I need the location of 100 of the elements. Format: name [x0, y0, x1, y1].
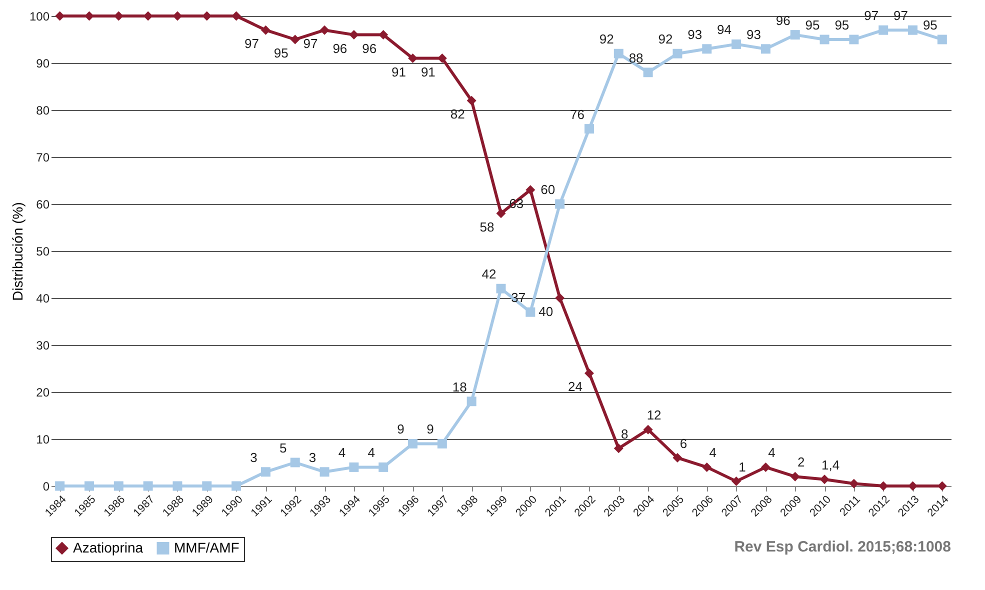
point: [378, 462, 388, 472]
point: [349, 462, 359, 472]
data-label: 96: [332, 40, 348, 56]
point: [760, 44, 770, 54]
point: [555, 293, 565, 303]
data-label: 97: [303, 36, 318, 52]
data-label: 1: [738, 459, 746, 474]
data-label: 76: [570, 106, 584, 122]
point: [702, 44, 712, 54]
data-label: 9: [426, 422, 434, 437]
data-label: 4: [768, 445, 776, 460]
data-label: 4: [368, 445, 375, 460]
legend-label: Azatioprina: [73, 539, 144, 556]
point: [672, 453, 682, 463]
y-tick-label: 30: [36, 338, 50, 352]
y-tick-label: 100: [29, 10, 50, 24]
data-label: 95: [805, 18, 820, 32]
data-label: 1,4: [821, 457, 840, 472]
data-label: 6: [680, 436, 688, 451]
data-label: 93: [688, 26, 702, 42]
data-label: 92: [599, 32, 614, 47]
data-label: 2: [798, 454, 805, 470]
point: [290, 458, 300, 468]
point: [908, 25, 918, 35]
point: [790, 472, 800, 482]
data-label: 91: [420, 64, 436, 80]
point: [496, 208, 506, 218]
data-label: 4: [338, 445, 346, 460]
data-label: 96: [362, 40, 377, 56]
point: [260, 467, 270, 477]
point: [820, 34, 830, 44]
data-label: 5: [280, 440, 287, 456]
y-axis-title: Distribución (%): [9, 202, 26, 301]
point: [349, 30, 359, 40]
y-tick-label: 70: [36, 150, 50, 164]
point: [820, 474, 830, 484]
point: [732, 476, 742, 486]
point: [232, 481, 242, 491]
point: [790, 30, 800, 40]
point: [732, 39, 742, 49]
point: [643, 68, 653, 78]
data-label: 18: [452, 379, 467, 394]
data-label: 91: [392, 64, 406, 80]
y-tick-label: 80: [36, 104, 50, 118]
y-tick-label: 10: [36, 432, 50, 446]
data-label: 92: [658, 32, 673, 47]
point: [114, 481, 124, 491]
data-label: 60: [540, 182, 556, 197]
y-tick-label: 50: [36, 244, 50, 258]
data-label: 3: [308, 450, 316, 465]
point: [614, 48, 624, 58]
point: [584, 368, 594, 378]
point: [526, 307, 536, 317]
point: [408, 54, 418, 64]
point: [378, 30, 388, 40]
data-label: 95: [834, 18, 850, 32]
y-tick-label: 40: [36, 292, 50, 306]
point: [232, 11, 242, 21]
point: [878, 25, 888, 35]
point: [584, 124, 594, 134]
data-label: 8: [621, 426, 628, 442]
data-label: 82: [450, 106, 465, 122]
point: [320, 467, 330, 477]
point: [408, 438, 418, 448]
point: [466, 396, 476, 406]
point: [260, 25, 270, 35]
point: [320, 25, 330, 35]
text: Rev Esp Cardiol. 2015;68:1008: [734, 538, 951, 556]
point: [643, 424, 653, 434]
point: [55, 481, 65, 491]
data-label: 40: [538, 304, 554, 319]
point: [937, 34, 947, 44]
point: [555, 199, 565, 209]
point: [202, 481, 212, 491]
point: [172, 481, 182, 491]
point: [614, 444, 624, 454]
data-label: 88: [628, 50, 644, 66]
data-label: 94: [717, 22, 732, 38]
data-label: 3: [250, 450, 258, 465]
point: [437, 438, 447, 448]
point: [526, 185, 536, 195]
data-label: 9: [397, 422, 404, 437]
data-label: 95: [274, 46, 288, 60]
point: [466, 96, 476, 106]
data-label: 95: [922, 18, 938, 32]
point: [84, 481, 94, 491]
y-tick-label: 20: [36, 386, 50, 400]
data-label: 24: [568, 379, 582, 394]
legend-label: MMF/AMF: [174, 539, 240, 556]
point: [702, 462, 712, 472]
point: [849, 34, 859, 44]
point: [143, 11, 153, 21]
point: [760, 462, 770, 472]
point: [202, 11, 212, 21]
y-tick-label: 60: [36, 198, 50, 212]
data-label: 42: [482, 266, 496, 282]
data-label: 93: [746, 26, 761, 42]
point: [496, 284, 506, 294]
point: [290, 34, 300, 44]
point: [143, 481, 153, 491]
